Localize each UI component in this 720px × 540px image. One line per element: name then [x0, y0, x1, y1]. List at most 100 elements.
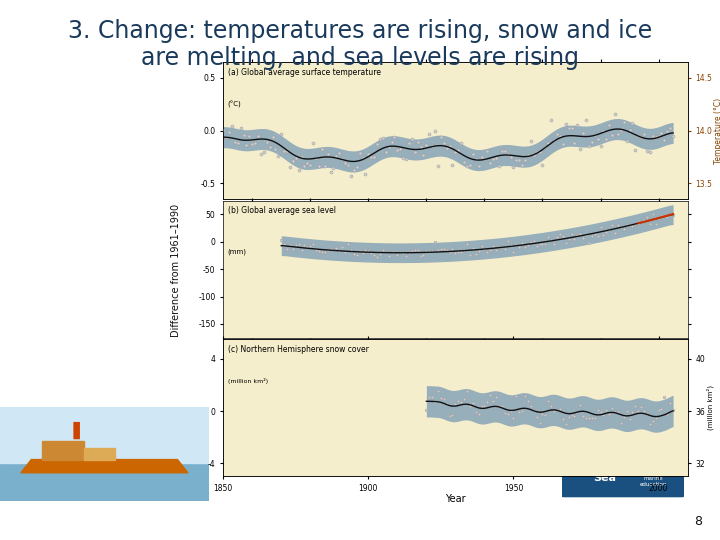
Point: [409, 245, 420, 254]
Point: [487, 242, 499, 251]
Point: [650, 414, 662, 422]
Point: [220, 132, 232, 141]
Point: [339, 158, 351, 167]
Point: [351, 163, 362, 171]
Point: [310, 245, 322, 254]
Point: [482, 247, 493, 256]
Point: [456, 139, 467, 147]
Point: [372, 252, 383, 261]
Point: [522, 397, 534, 406]
Point: [528, 237, 539, 245]
Point: [403, 247, 415, 256]
Point: [589, 413, 600, 422]
Point: [621, 220, 632, 229]
Point: [600, 406, 612, 414]
Point: [412, 245, 423, 254]
Point: [502, 410, 513, 418]
Point: [485, 391, 496, 400]
Point: [595, 223, 606, 232]
Point: [395, 248, 406, 256]
Point: [603, 225, 615, 234]
Point: [639, 215, 650, 224]
Point: [615, 223, 626, 232]
Point: [662, 126, 673, 135]
Point: [313, 247, 325, 256]
Point: [276, 236, 287, 245]
Point: [572, 120, 583, 129]
Point: [252, 132, 264, 140]
Point: [552, 233, 563, 242]
Point: [432, 161, 444, 170]
Point: [316, 248, 328, 256]
Point: [313, 161, 325, 170]
Y-axis label: (million km²): (million km²): [706, 385, 714, 430]
Point: [572, 231, 583, 240]
Point: [554, 131, 566, 140]
Point: [380, 248, 392, 256]
Point: [363, 247, 374, 255]
Point: [470, 250, 482, 259]
Point: [586, 232, 598, 241]
Point: [299, 161, 310, 170]
Point: [482, 398, 493, 407]
Point: [618, 118, 629, 126]
Point: [423, 393, 435, 401]
Point: [632, 132, 644, 140]
Point: [629, 402, 641, 410]
Point: [580, 231, 592, 239]
Point: [476, 242, 487, 251]
Point: [595, 408, 606, 416]
Point: [502, 237, 513, 245]
Point: [626, 408, 638, 416]
Point: [446, 245, 458, 254]
Point: [647, 417, 659, 426]
Point: [510, 241, 522, 249]
Point: [653, 214, 665, 223]
Point: [330, 152, 342, 160]
Point: [659, 136, 670, 144]
Point: [342, 240, 354, 248]
Point: [499, 245, 510, 253]
Point: [415, 252, 426, 261]
Point: [423, 247, 435, 255]
Text: marine
education: marine education: [639, 476, 667, 487]
Point: [226, 122, 238, 130]
Point: [539, 411, 551, 420]
Point: [462, 162, 473, 171]
Point: [232, 139, 243, 147]
Point: [429, 397, 441, 406]
Point: [647, 210, 659, 218]
Point: [519, 156, 531, 164]
Point: [563, 124, 575, 132]
Point: [519, 242, 531, 251]
Point: [444, 141, 455, 150]
Point: [543, 139, 554, 147]
Point: [629, 219, 641, 228]
Point: [333, 148, 345, 157]
Point: [467, 244, 479, 253]
Point: [369, 251, 380, 259]
Point: [456, 248, 467, 256]
Point: [653, 131, 665, 140]
Point: [374, 249, 386, 258]
Point: [348, 249, 359, 258]
Point: [577, 234, 589, 242]
Point: [305, 160, 316, 169]
Point: [392, 146, 403, 154]
Point: [372, 140, 383, 149]
Text: Sea: Sea: [593, 472, 616, 483]
Point: [459, 394, 470, 403]
Point: [409, 147, 420, 156]
Point: [583, 239, 595, 247]
Point: [459, 246, 470, 255]
Point: [566, 124, 577, 132]
Point: [505, 240, 516, 249]
Point: [386, 248, 397, 256]
Point: [552, 406, 563, 414]
Point: [485, 246, 496, 255]
Point: [539, 239, 551, 248]
Point: [603, 410, 615, 418]
Point: [282, 245, 293, 254]
Point: [525, 402, 536, 410]
Point: [322, 246, 333, 254]
